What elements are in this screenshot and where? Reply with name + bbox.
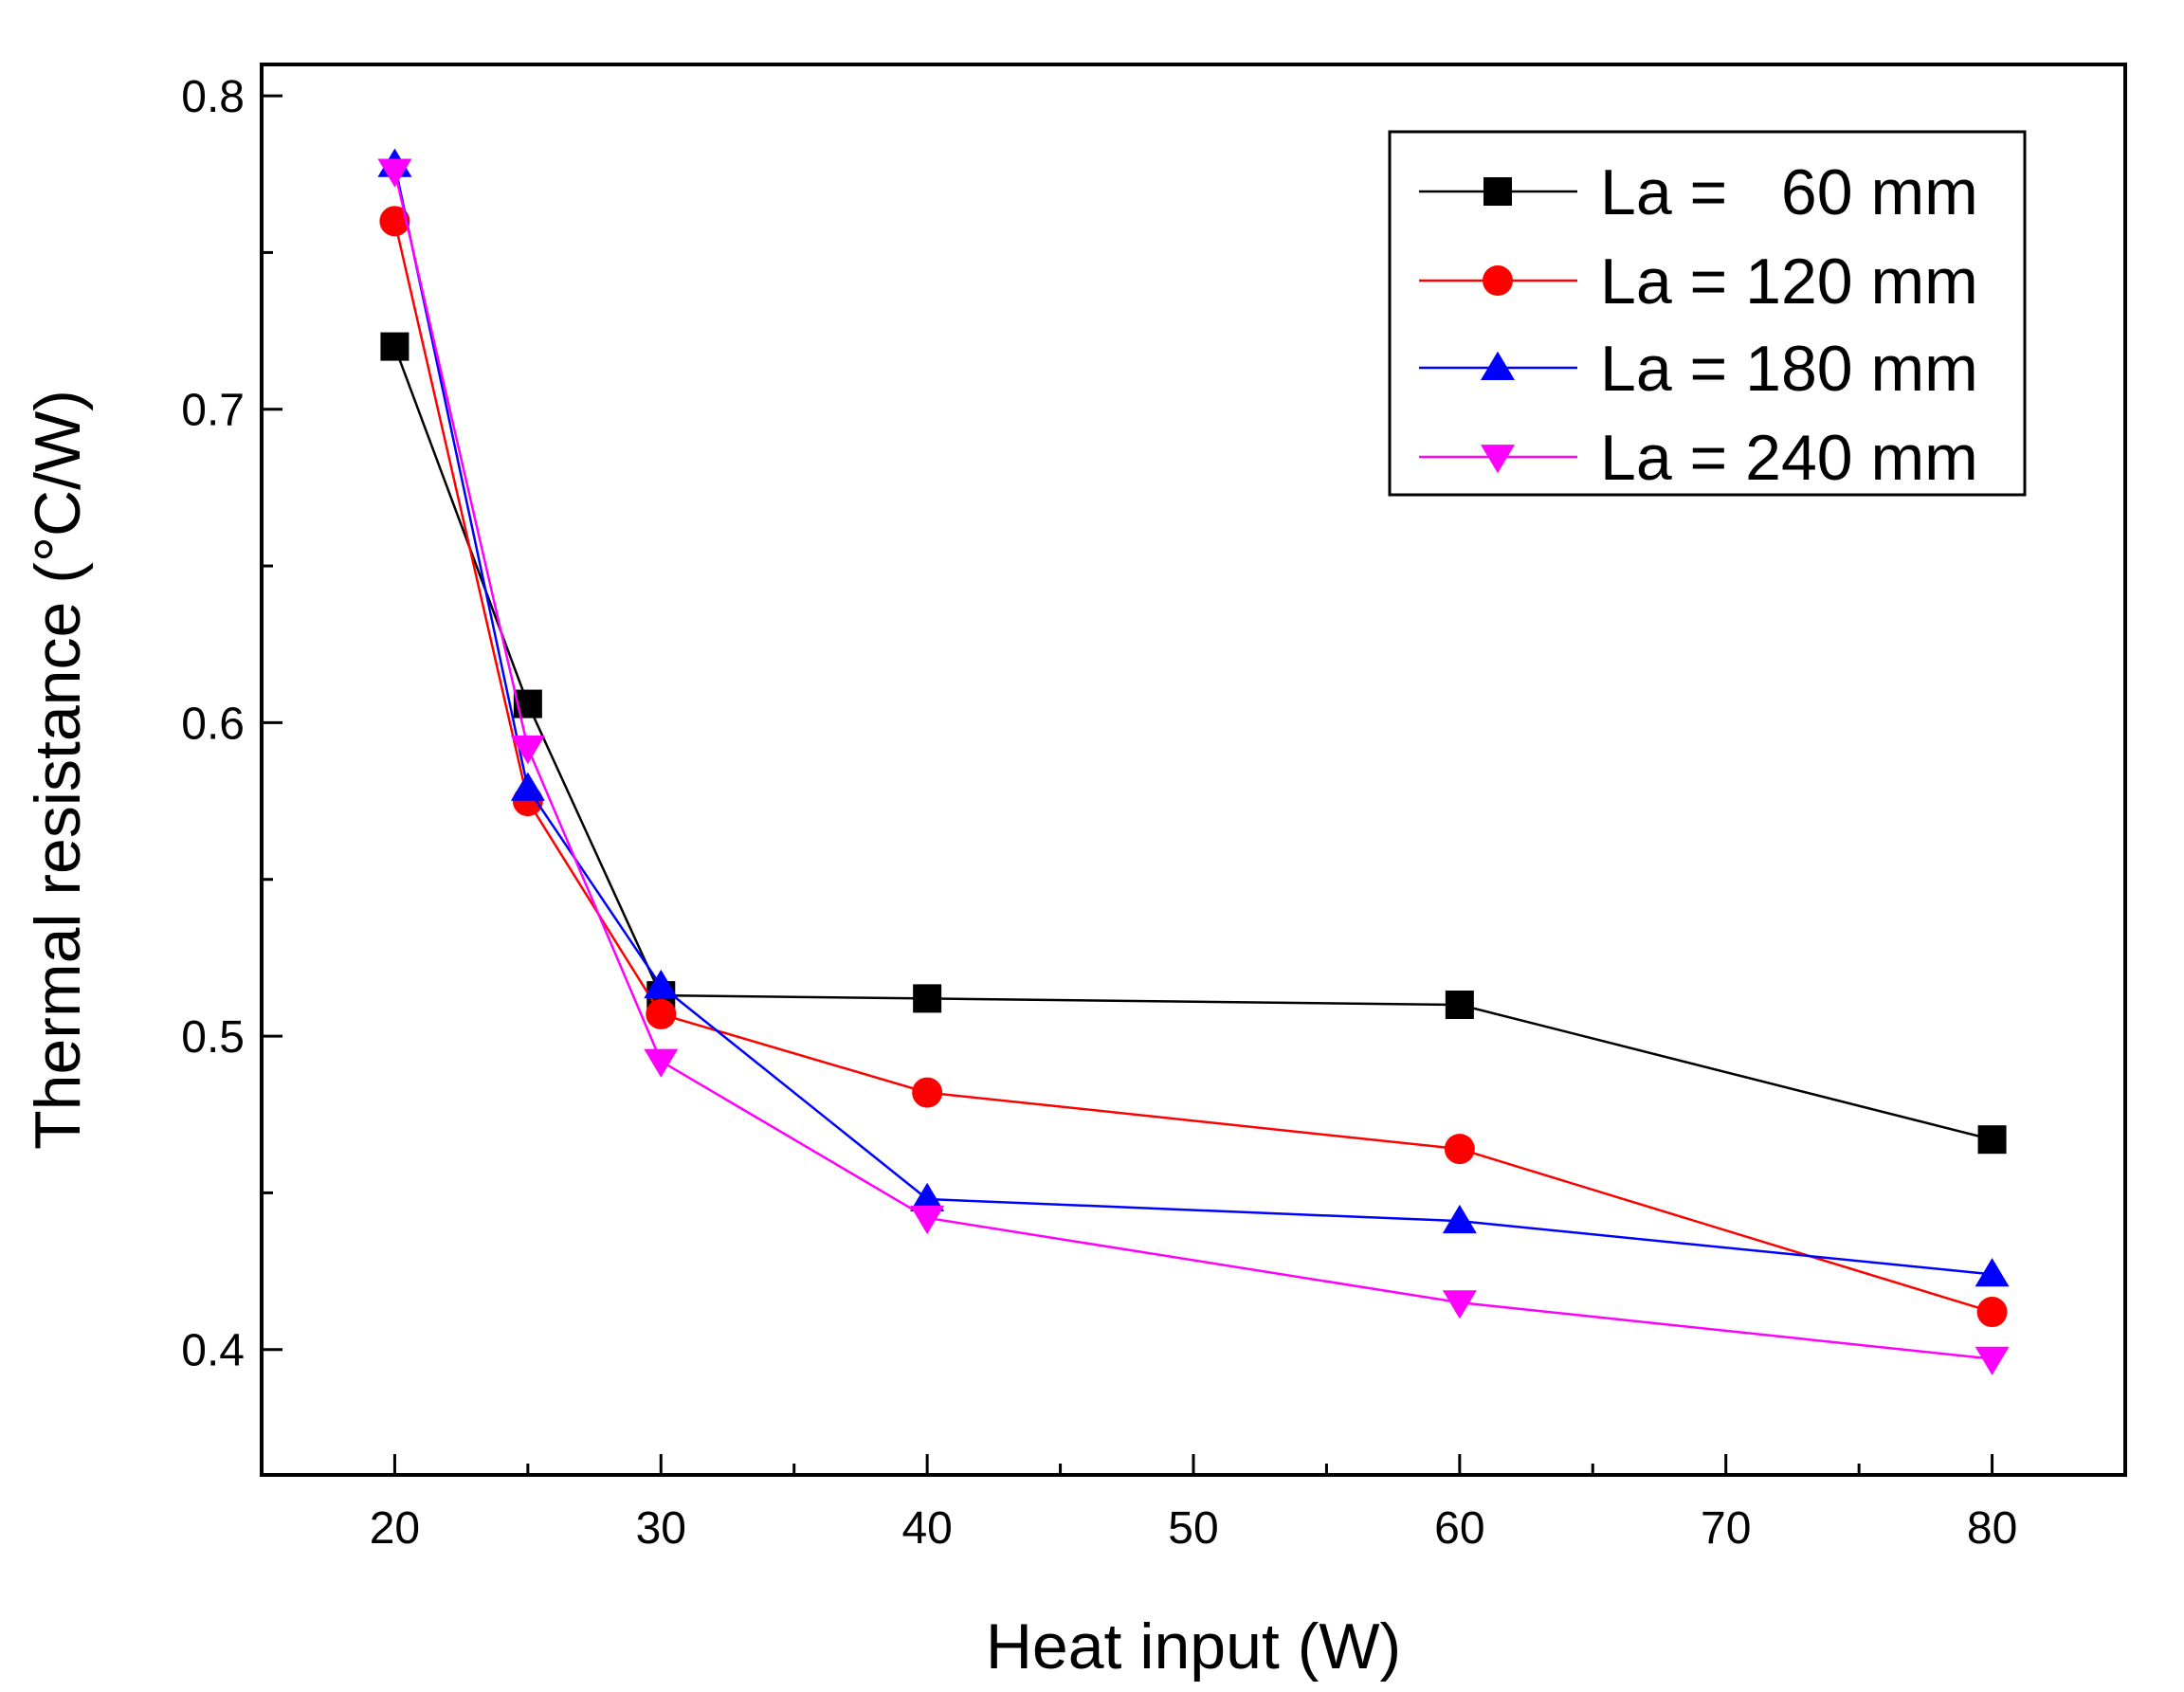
series-2 <box>379 206 2008 1328</box>
data-point <box>644 969 679 999</box>
data-point <box>644 1048 679 1078</box>
legend-label: La = 240 mm <box>1600 422 1978 494</box>
legend-entry-4: La = 240 mm <box>1419 422 1978 494</box>
y-axis-title: Thermal resistance (°C/W) <box>22 390 94 1150</box>
x-tick-label: 40 <box>901 1503 952 1554</box>
y-tick-label: 0.5 <box>181 1012 245 1063</box>
data-point <box>380 332 410 361</box>
data-point <box>1977 1125 2007 1155</box>
y-tick-label: 0.7 <box>181 386 245 436</box>
data-point <box>1442 1204 1477 1234</box>
legend-marker <box>1483 177 1512 206</box>
x-tick-label: 50 <box>1168 1503 1218 1554</box>
data-point <box>910 1205 945 1235</box>
legend-label: La = 180 mm <box>1600 333 1978 405</box>
series-4 <box>377 158 2010 1375</box>
series-line <box>393 171 1993 1360</box>
data-point <box>1976 1297 2008 1328</box>
x-axis-title: Heat input (W) <box>986 1610 1401 1683</box>
data-point <box>1975 1346 2010 1375</box>
data-point <box>510 772 545 801</box>
data-point <box>1975 1258 2010 1287</box>
data-point <box>1445 991 1474 1019</box>
legend-label: La = 120 mm <box>1600 246 1978 318</box>
legend-entry-3: La = 180 mm <box>1419 333 1978 405</box>
x-tick-label: 20 <box>370 1503 420 1554</box>
y-tick-label: 0.8 <box>181 72 245 122</box>
y-tick-label: 0.4 <box>181 1326 245 1376</box>
series-line <box>393 346 1993 1141</box>
legend-entry-1: La = 60 mm <box>1419 156 1978 228</box>
series-3 <box>377 148 2010 1287</box>
legend-marker <box>1481 351 1515 380</box>
series-line <box>393 221 1993 1314</box>
x-tick-label: 60 <box>1434 1503 1484 1554</box>
data-point <box>910 1182 945 1211</box>
legend-entry-2: La = 120 mm <box>1419 246 1978 318</box>
data-point <box>912 1077 943 1108</box>
series-line <box>393 164 1993 1276</box>
series-layer <box>377 148 2010 1375</box>
y-tick-label: 0.6 <box>181 699 245 749</box>
data-point <box>1444 1134 1475 1165</box>
x-tick-label: 70 <box>1701 1503 1751 1554</box>
legend-marker <box>1483 265 1513 296</box>
data-point <box>913 984 942 1013</box>
legend-marker <box>1481 445 1515 474</box>
axis-ticks: 20 30 40 50 60 70 80 0.4 0.5 0.6 0.7 0.8 <box>181 72 2017 1554</box>
data-point <box>1442 1290 1477 1319</box>
data-point <box>510 735 545 765</box>
x-tick-label: 80 <box>1967 1503 2017 1554</box>
data-point <box>379 206 410 237</box>
x-tick-label: 30 <box>636 1503 686 1554</box>
data-point <box>377 158 412 188</box>
data-point <box>646 998 677 1029</box>
legend-label: La = 60 mm <box>1600 156 1978 228</box>
legend: La = 60 mm La = 120 mm La = 180 mm La = 240… <box>1388 130 2027 497</box>
legend-entries: La = 60 mm La = 120 mm La = 180 mm La = 240… <box>1419 156 1978 494</box>
